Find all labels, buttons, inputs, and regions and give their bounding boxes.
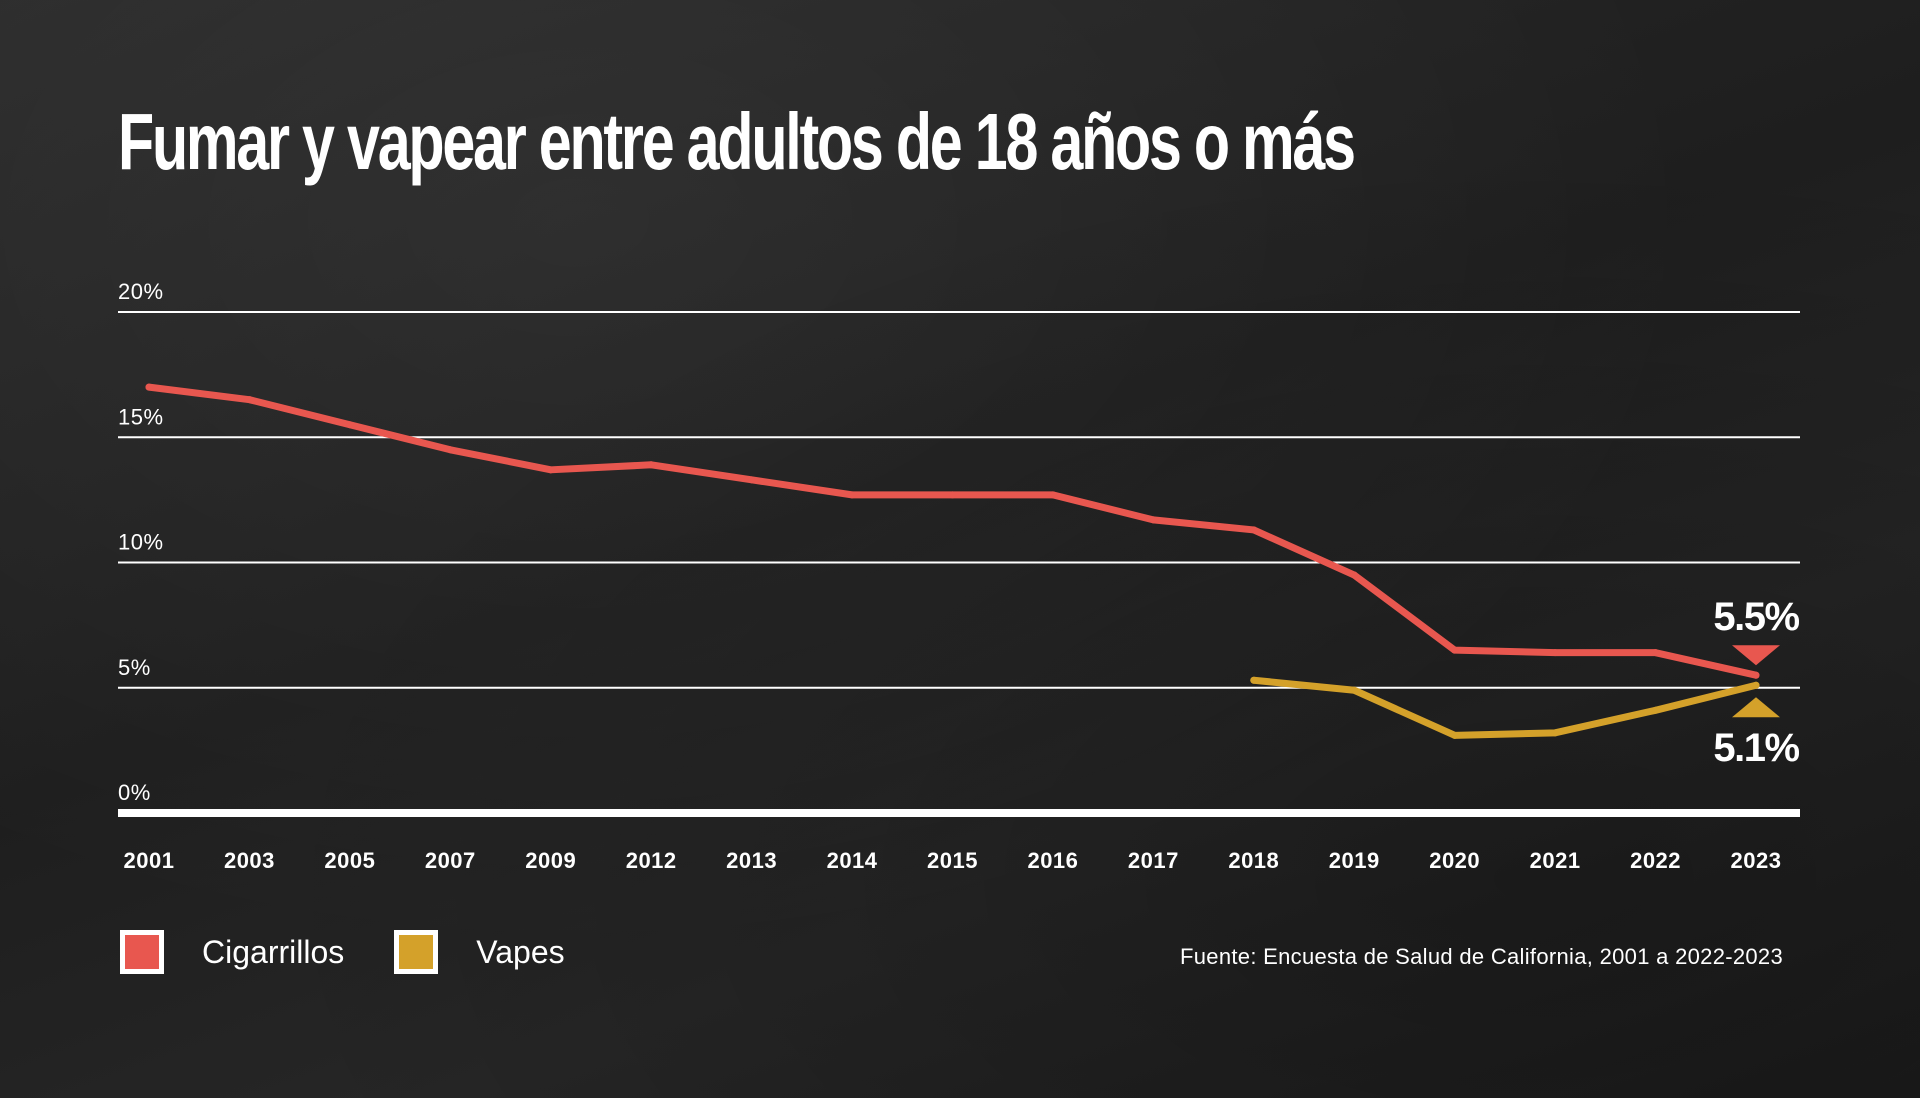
data-point-cigarrillos-2003 — [245, 396, 253, 404]
y-tick-label-15: 15% — [118, 404, 164, 429]
data-point-cigarrillos-2023 — [1752, 671, 1760, 679]
x-tick-label-2012: 2012 — [626, 848, 677, 873]
data-point-vapes-2021 — [1551, 729, 1559, 737]
x-tick-label-2013: 2013 — [726, 848, 777, 873]
legend-label-vapes: Vapes — [476, 933, 565, 970]
y-tick-label-10: 10% — [118, 530, 164, 555]
data-point-cigarrillos-2013 — [748, 476, 756, 484]
data-point-cigarrillos-2018 — [1250, 526, 1258, 534]
x-tick-label-2016: 2016 — [1027, 848, 1078, 873]
x-axis-ticks: 2001 2003 2005 2007 2009 2012 2013 2014 2015 2016… — [124, 848, 1782, 873]
annotation-label-vapes: 5.1% — [1713, 726, 1799, 770]
x-tick-label-2022: 2022 — [1630, 848, 1681, 873]
data-point-cigarrillos-2019 — [1350, 571, 1358, 579]
x-tick-label-2020: 2020 — [1429, 848, 1480, 873]
data-point-cigarrillos-2014 — [848, 491, 856, 499]
legend-label-cigarrillos: Cigarrillos — [202, 933, 345, 970]
x-tick-label-2001: 2001 — [124, 848, 175, 873]
data-point-vapes-2020 — [1451, 731, 1459, 739]
annotations: 5.5% 5.1% — [1713, 595, 1801, 770]
annotation-marker-cigarrillos — [1732, 645, 1780, 666]
x-tick-label-2009: 2009 — [525, 848, 576, 873]
chart-title: Fumar y vapear entre adultos de 18 años … — [118, 97, 1356, 186]
x-tick-label-2023: 2023 — [1731, 848, 1782, 873]
data-point-vapes-2022 — [1652, 706, 1660, 714]
data-point-cigarrillos-2001 — [145, 383, 153, 391]
data-point-cigarrillos-2015 — [949, 491, 956, 499]
legend-swatch-vapes — [394, 930, 439, 974]
data-point-cigarrillos-2007 — [446, 446, 454, 454]
data-point-cigarrillos-2012 — [647, 461, 655, 469]
data-point-cigarrillos-2021 — [1551, 649, 1559, 657]
annotation-marker-vapes — [1732, 697, 1780, 718]
data-point-cigarrillos-2005 — [346, 421, 354, 429]
data-point-vapes-2018 — [1250, 676, 1258, 684]
y-axis-ticks: 0% 5% 10% 15% 20% — [118, 279, 164, 805]
x-tick-label-2003: 2003 — [224, 848, 275, 873]
series-lines — [145, 383, 1760, 739]
data-point-cigarrillos-2016 — [1049, 491, 1057, 499]
y-tick-label-20: 20% — [118, 279, 164, 304]
annotation-label-cigarrillos: 5.5% — [1713, 595, 1799, 639]
gridlines — [118, 311, 1800, 817]
legend-item-cigarrillos: Cigarrillos — [120, 930, 344, 974]
source-note: Fuente: Encuesta de Salud de California,… — [1180, 944, 1783, 969]
data-point-vapes-2019 — [1350, 686, 1358, 694]
legend-item-vapes: Vapes — [394, 930, 565, 974]
data-point-cigarrillos-2020 — [1451, 646, 1459, 654]
x-tick-label-2005: 2005 — [324, 848, 375, 873]
legend-swatch-cigarrillos — [120, 930, 164, 974]
x-tick-label-2018: 2018 — [1228, 848, 1279, 873]
y-tick-label-0: 0% — [118, 780, 151, 805]
data-point-cigarrillos-2009 — [547, 466, 555, 474]
x-tick-label-2017: 2017 — [1128, 848, 1179, 873]
series-line-cigarrillos — [145, 383, 1760, 679]
x-tick-label-2007: 2007 — [425, 848, 476, 873]
legend: Cigarrillos Vapes — [120, 930, 615, 974]
x-tick-label-2021: 2021 — [1530, 848, 1581, 873]
data-point-cigarrillos-2022 — [1652, 649, 1660, 657]
y-tick-label-5: 5% — [118, 655, 151, 680]
data-point-cigarrillos-2017 — [1149, 516, 1157, 524]
x-tick-label-2015: 2015 — [927, 848, 978, 873]
x-tick-label-2019: 2019 — [1329, 848, 1380, 873]
x-tick-label-2014: 2014 — [827, 848, 878, 873]
series-line-vapes — [1250, 676, 1760, 739]
data-point-vapes-2023 — [1752, 681, 1760, 689]
